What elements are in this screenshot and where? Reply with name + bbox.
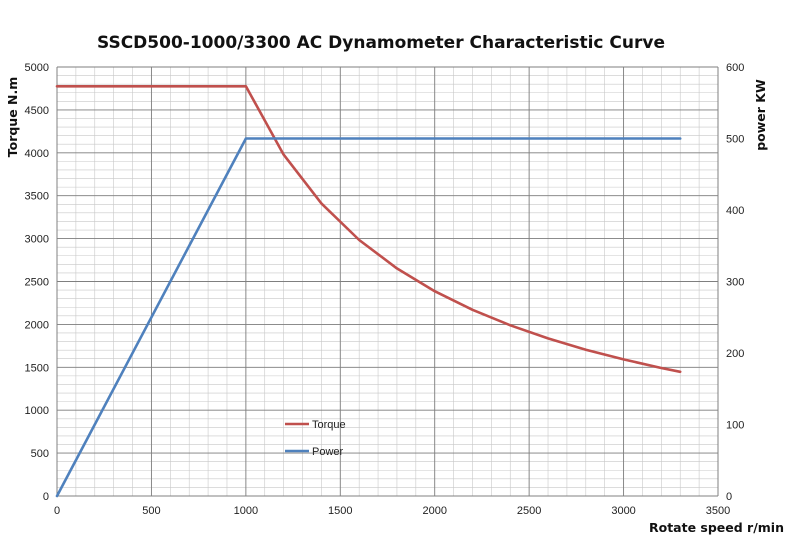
series-line-torque: [55, 85, 682, 374]
y-left-tick-label: 2500: [25, 277, 49, 289]
x-tick-label: 3500: [706, 505, 730, 517]
y-left-tick-label: 3000: [25, 234, 49, 246]
y-left-tick-label: 500: [31, 448, 49, 460]
y-right-tick-label: 200: [726, 348, 744, 360]
x-tick-label: 1000: [234, 505, 258, 517]
y-left-tick-label: 5000: [25, 62, 49, 74]
y-left-tick-label: 0: [43, 491, 49, 503]
y-left-tick-label: 1000: [25, 405, 49, 417]
x-tick-label: 1500: [328, 505, 352, 517]
tick-labels: 0 500 1000 1500 2000 2500 3000 3500050010001500…: [25, 62, 745, 517]
y-left-tick-label: 4500: [25, 105, 49, 117]
y-left-tick-label: 1500: [25, 362, 49, 374]
x-tick-label: 0: [54, 505, 60, 517]
series-layer: [55, 85, 682, 498]
y-left-tick-label: 4000: [25, 148, 49, 160]
grid: [56, 66, 719, 497]
y-axis-right-title: power KW: [753, 79, 768, 151]
y-right-tick-label: 600: [726, 62, 744, 74]
y-axis-left-title: Torque N.m: [5, 77, 20, 158]
y-right-tick-label: 400: [726, 205, 744, 217]
y-left-tick-label: 2000: [25, 319, 49, 331]
y-right-tick-label: 100: [726, 420, 744, 432]
chart-title: SSCD500-1000/3300 AC Dynamometer Charact…: [97, 33, 665, 53]
x-tick-label: 3000: [611, 505, 635, 517]
legend-torque-label: Torque: [312, 419, 346, 431]
legend: Torque Power: [285, 419, 346, 458]
series-line-power: [55, 137, 682, 498]
x-axis-title: Rotate speed r/min: [649, 520, 784, 535]
x-tick-label: 2500: [517, 505, 541, 517]
y-right-tick-label: 0: [726, 491, 732, 503]
x-tick-label: 2000: [422, 505, 446, 517]
x-tick-label: 500: [142, 505, 160, 517]
y-right-tick-label: 500: [726, 134, 744, 146]
legend-power-label: Power: [312, 446, 344, 458]
y-left-tick-label: 3500: [25, 191, 49, 203]
y-right-tick-label: 300: [726, 277, 744, 289]
